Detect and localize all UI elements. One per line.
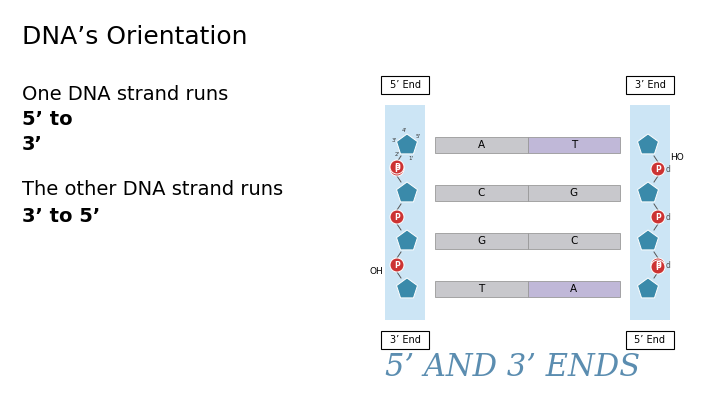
Text: P: P [394,260,400,269]
Polygon shape [397,182,418,202]
Bar [630,105,670,320]
Circle shape [651,210,665,224]
Bar [626,331,674,349]
Text: 3’ End: 3’ End [390,335,420,345]
Polygon shape [397,230,418,250]
Text: P: P [655,164,661,173]
Circle shape [651,162,665,176]
Text: One DNA strand runs: One DNA strand runs [22,85,235,104]
Bar [381,331,429,349]
Text: 5': 5' [415,134,420,139]
Bar [435,233,528,249]
Text: The other DNA strand runs: The other DNA strand runs [22,180,283,199]
Polygon shape [397,134,418,154]
Polygon shape [637,230,659,250]
Text: OH: OH [369,266,383,275]
Text: HO: HO [670,153,684,162]
Bar [385,105,425,320]
Circle shape [651,258,665,272]
Text: P: P [655,213,661,222]
Circle shape [390,160,404,174]
Bar [435,185,528,201]
Text: DNA’s Orientation: DNA’s Orientation [22,25,248,49]
Text: 2': 2' [395,151,400,156]
Circle shape [390,162,404,176]
Polygon shape [637,278,659,298]
Text: 3’ End: 3’ End [634,80,665,90]
Text: 5’ AND 3’ ENDS: 5’ AND 3’ ENDS [385,352,640,383]
Polygon shape [637,182,659,202]
Text: P: P [394,213,400,222]
Text: 3’ to 5’: 3’ to 5’ [22,207,100,226]
Text: P: P [655,262,661,271]
Circle shape [390,258,404,272]
Circle shape [390,210,404,224]
Text: G: G [570,188,578,198]
Circle shape [651,260,665,274]
Bar [435,137,528,153]
Text: d: d [665,164,670,173]
Text: 5’ to: 5’ to [22,110,73,129]
Bar [626,76,674,94]
Bar [435,281,528,297]
Bar [381,76,429,94]
Bar [528,233,620,249]
Text: A: A [570,284,577,294]
Text: P: P [655,260,661,269]
Text: T: T [571,140,577,150]
Text: T: T [478,284,485,294]
Text: P: P [394,162,400,171]
Text: 1': 1' [408,156,413,160]
Text: 3’: 3’ [22,135,43,154]
Text: 4': 4' [402,128,407,134]
Polygon shape [397,278,418,298]
Text: A: A [477,140,485,150]
Text: d: d [665,260,670,269]
Text: 5’ End: 5’ End [634,335,665,345]
Polygon shape [637,134,659,154]
Text: G: G [477,236,485,246]
Bar [528,137,620,153]
Bar [528,281,620,297]
Bar [528,185,620,201]
Text: P: P [394,164,400,173]
Text: 5’ End: 5’ End [390,80,420,90]
Text: d: d [665,213,670,222]
Text: C: C [570,236,577,246]
Text: 3': 3' [392,139,397,143]
Text: C: C [477,188,485,198]
